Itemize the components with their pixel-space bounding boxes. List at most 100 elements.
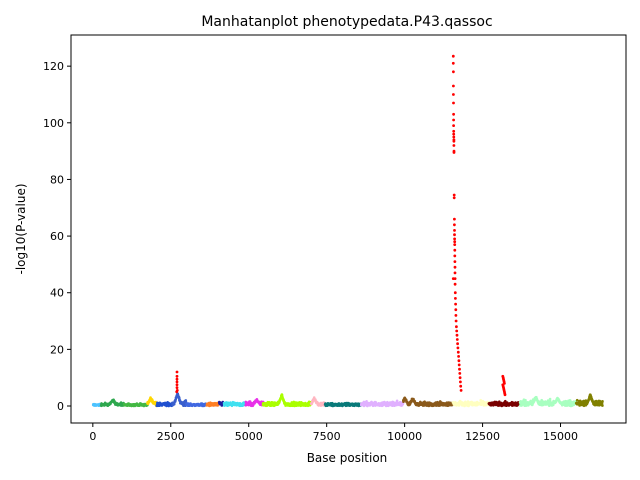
y-tick-label: 80	[50, 173, 64, 186]
significant-point	[453, 271, 457, 275]
x-tick-label: 0	[89, 430, 96, 443]
y-tick-label: 0	[57, 400, 64, 413]
significant-point	[452, 193, 456, 197]
significant-point	[452, 151, 456, 154]
chromosome-segment	[99, 398, 126, 408]
data-point	[454, 401, 457, 404]
significant-point	[453, 265, 457, 269]
significant-point	[453, 254, 457, 258]
x-tick-label: 2500	[157, 430, 185, 443]
significant-point	[458, 367, 461, 371]
significant-point	[452, 135, 456, 139]
significant-point	[455, 329, 459, 333]
significant-point	[451, 54, 455, 58]
chromosome-segment	[122, 402, 149, 408]
significant-point	[459, 380, 462, 384]
significant-point	[453, 282, 457, 286]
data-point	[601, 404, 604, 407]
y-axis: 0 20 40 60 80 100 120	[43, 60, 71, 413]
data-point	[177, 396, 181, 400]
significant-point	[453, 233, 456, 237]
data-point	[587, 398, 591, 401]
significant-point	[453, 237, 456, 241]
significant-point	[453, 248, 457, 252]
significant-point	[453, 240, 457, 244]
significant-point	[454, 297, 457, 300]
data-points	[91, 54, 604, 408]
significant-point	[453, 229, 456, 232]
significant-point	[175, 383, 179, 387]
data-point	[548, 397, 552, 401]
data-point	[362, 404, 366, 408]
data-point	[601, 400, 604, 403]
data-point	[546, 399, 550, 402]
significant-point	[452, 132, 456, 136]
significant-point	[455, 338, 459, 341]
x-tick-label: 10000	[387, 430, 422, 443]
chromosome-segment	[261, 393, 313, 408]
significant-point	[452, 112, 455, 116]
significant-point	[459, 389, 463, 392]
significant-point	[458, 372, 462, 375]
significant-point	[457, 363, 461, 367]
significant-point	[503, 393, 507, 397]
significant-point	[456, 350, 460, 354]
chromosome-segment	[309, 396, 327, 407]
significant-point	[457, 359, 461, 363]
significant-point	[453, 291, 457, 295]
significant-point	[456, 346, 460, 350]
significant-point	[453, 260, 457, 263]
significant-point	[452, 129, 456, 133]
significant-point	[457, 355, 460, 358]
significant-point	[452, 70, 455, 74]
data-point	[548, 399, 552, 403]
chromosome-segment	[574, 393, 604, 408]
significant-point	[455, 333, 459, 337]
data-point	[174, 398, 177, 402]
y-tick-label: 60	[50, 230, 64, 243]
x-tick-label: 12500	[465, 430, 500, 443]
data-point	[504, 399, 507, 403]
y-tick-label: 20	[50, 343, 64, 356]
chromosome-segment	[244, 398, 265, 408]
y-axis-label: -log10(P-value)	[14, 183, 28, 274]
significant-point	[451, 61, 455, 65]
significant-point	[459, 384, 463, 388]
significant-point	[453, 277, 457, 280]
significant-point	[452, 101, 455, 105]
data-point	[464, 400, 467, 404]
significant-point	[454, 319, 458, 323]
chromosome-segment	[518, 395, 578, 408]
significant-point	[456, 342, 459, 346]
significant-point	[452, 118, 455, 122]
chromosome-segment	[222, 400, 247, 408]
significant-point	[453, 243, 457, 247]
data-point	[524, 398, 527, 402]
significant-point	[452, 139, 456, 143]
significant-point	[175, 386, 179, 389]
significant-point	[454, 314, 458, 317]
x-tick-label: 7500	[313, 430, 341, 443]
y-tick-label: 40	[50, 287, 64, 300]
significant-point	[452, 196, 456, 200]
y-tick-label: 120	[43, 60, 64, 73]
significant-point	[454, 302, 457, 306]
significant-points	[175, 54, 507, 397]
chromosome-segment	[360, 399, 405, 408]
x-axis: 0 2500 5000 7500 10000 12500 15000	[89, 423, 578, 443]
significant-point	[453, 217, 456, 221]
x-tick-label: 5000	[235, 430, 263, 443]
plot-frame	[70, 34, 627, 424]
significant-point	[175, 390, 179, 394]
significant-point	[175, 377, 179, 381]
y-tick-label: 100	[43, 117, 64, 130]
x-tick-label: 15000	[543, 430, 578, 443]
significant-point	[175, 374, 179, 378]
significant-point	[452, 124, 455, 127]
significant-point	[454, 308, 458, 312]
data-point	[290, 401, 294, 404]
significant-point	[452, 144, 456, 147]
chromosome-segment	[185, 402, 209, 408]
